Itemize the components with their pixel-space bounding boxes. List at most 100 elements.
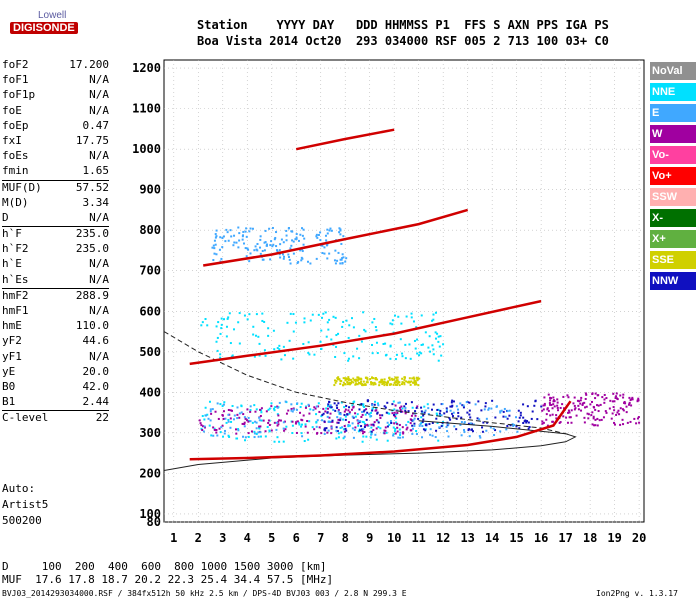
- echo-point: [249, 227, 252, 230]
- echo-point: [201, 428, 204, 431]
- echo-point: [386, 439, 389, 442]
- echo-point: [552, 403, 555, 406]
- echo-point: [247, 432, 250, 435]
- echo-point: [200, 324, 203, 327]
- echo-point: [347, 336, 350, 339]
- echo-point: [626, 421, 629, 424]
- echo-point: [223, 401, 226, 404]
- echo-point: [437, 439, 440, 442]
- param-value: 2.44: [82, 395, 110, 409]
- echo-point: [299, 233, 302, 236]
- echo-point: [339, 418, 342, 421]
- echo-point: [347, 423, 350, 426]
- echo-point: [301, 227, 304, 230]
- param-row: MUF(D) 57.52: [2, 179, 109, 196]
- echo-point: [552, 396, 555, 399]
- echo-point: [635, 422, 638, 425]
- echo-point: [455, 405, 458, 408]
- echo-point: [453, 425, 456, 428]
- x-tick-label: 20: [632, 531, 646, 545]
- echo-point: [335, 429, 338, 432]
- echo-point: [303, 237, 306, 240]
- echo-point: [401, 426, 404, 429]
- echo-point: [411, 419, 414, 422]
- echo-point: [440, 425, 443, 428]
- echo-point: [623, 402, 626, 405]
- echo-point: [397, 436, 400, 439]
- echo-point: [308, 412, 311, 415]
- echo-point: [337, 410, 340, 413]
- echo-point: [410, 401, 413, 404]
- echo-point: [222, 403, 225, 406]
- echo-point: [592, 417, 595, 420]
- o-trace: [203, 208, 469, 267]
- echo-point: [398, 401, 401, 404]
- echo-point: [365, 435, 368, 438]
- echo-point: [550, 397, 553, 400]
- echo-point: [399, 433, 402, 436]
- echo-point: [278, 249, 281, 252]
- echo-point: [440, 414, 443, 417]
- echo-point: [221, 435, 224, 438]
- echo-point: [328, 416, 331, 419]
- echo-point: [219, 356, 222, 359]
- echo-point: [240, 411, 243, 414]
- echo-point: [401, 377, 404, 380]
- echo-point: [360, 378, 363, 381]
- echo-point: [283, 429, 286, 432]
- echo-point: [546, 424, 549, 427]
- echo-point: [362, 435, 365, 438]
- echo-point: [613, 421, 616, 424]
- echo-point: [373, 421, 376, 424]
- param-value: N/A: [89, 349, 109, 363]
- echo-point: [230, 235, 233, 238]
- echo-point: [579, 402, 582, 405]
- echo-point: [399, 406, 402, 409]
- param-value: 0.47: [82, 118, 110, 132]
- echo-point: [381, 383, 384, 386]
- echo-point: [357, 422, 360, 425]
- echo-point: [198, 419, 201, 422]
- echo-point: [625, 411, 628, 414]
- echo-point: [212, 244, 215, 247]
- echo-point: [389, 420, 392, 423]
- echo-point: [388, 412, 391, 415]
- echo-point: [321, 251, 324, 254]
- legend-item: X+: [650, 230, 696, 248]
- echo-point: [630, 404, 633, 407]
- echo-point: [334, 355, 337, 358]
- echo-point: [401, 407, 404, 410]
- echo-point: [361, 440, 364, 443]
- echo-point: [288, 339, 291, 342]
- echo-point: [229, 409, 232, 412]
- echo-point: [412, 419, 415, 422]
- echo-point: [261, 319, 264, 322]
- echo-point: [500, 409, 503, 412]
- param-value: N/A: [89, 88, 109, 102]
- echo-point: [296, 402, 299, 405]
- echo-point: [359, 382, 362, 385]
- echo-point: [393, 408, 396, 411]
- echo-point: [422, 428, 425, 431]
- echo-point: [506, 410, 509, 413]
- echo-point: [238, 416, 241, 419]
- param-row: yE 20.0: [2, 365, 109, 380]
- echo-point: [303, 321, 306, 324]
- echo-point: [326, 257, 329, 260]
- echo-point: [383, 405, 386, 408]
- echo-point: [255, 421, 258, 424]
- echo-point: [375, 329, 378, 332]
- o-trace: [189, 299, 542, 366]
- echo-point: [584, 397, 587, 400]
- echo-point: [478, 435, 481, 438]
- echo-point: [611, 400, 614, 403]
- echo-point: [416, 405, 419, 408]
- echo-point: [628, 396, 631, 399]
- y-tick-label: 1100: [132, 102, 161, 116]
- echo-point: [614, 397, 617, 400]
- echo-point: [379, 427, 382, 430]
- echo-point: [363, 423, 366, 426]
- echo-point: [354, 380, 357, 383]
- echo-point: [359, 429, 362, 432]
- echo-point: [235, 437, 238, 440]
